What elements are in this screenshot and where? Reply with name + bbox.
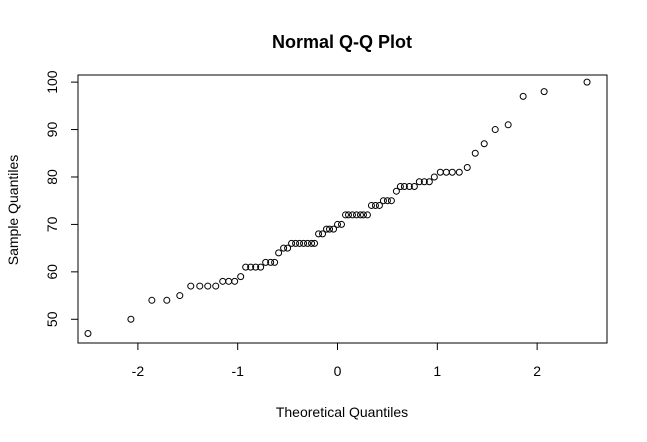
- data-point: [491, 126, 499, 134]
- x-tick-label: -1: [231, 363, 244, 379]
- data-point: [396, 182, 404, 190]
- data-point: [300, 239, 308, 247]
- data-point: [204, 282, 212, 290]
- data-point: [400, 182, 408, 190]
- data-point: [176, 292, 184, 300]
- data-point: [430, 173, 438, 181]
- data-point: [247, 263, 255, 271]
- data-point: [148, 296, 156, 304]
- data-point: [356, 211, 364, 219]
- y-axis-label: Sample Quantiles: [5, 155, 21, 266]
- data-point: [225, 277, 233, 285]
- data-point: [405, 182, 413, 190]
- chart-title: Normal Q-Q Plot: [272, 32, 412, 52]
- x-tick-label: -2: [132, 363, 145, 379]
- data-point: [415, 178, 423, 186]
- x-axis-label: Theoretical Quantiles: [276, 404, 408, 420]
- data-point: [252, 263, 260, 271]
- data-point: [275, 249, 283, 257]
- data-point: [311, 239, 319, 247]
- data-point: [288, 239, 296, 247]
- data-point: [344, 211, 352, 219]
- data-point: [410, 182, 418, 190]
- data-point: [84, 330, 92, 338]
- data-point: [436, 168, 444, 176]
- data-point: [219, 277, 227, 285]
- data-point: [519, 92, 527, 100]
- data-point: [271, 258, 279, 266]
- y-axis: 50 60 70 80 90 100: [44, 70, 78, 327]
- data-point: [308, 239, 316, 247]
- data-point: [352, 211, 360, 219]
- data-point: [127, 315, 135, 323]
- data-point: [383, 197, 391, 205]
- data-point: [257, 263, 265, 271]
- data-point: [471, 149, 479, 157]
- data-point: [319, 230, 327, 238]
- data-point: [379, 197, 387, 205]
- data-point: [338, 220, 346, 228]
- data-point: [392, 187, 400, 195]
- data-point: [363, 211, 371, 219]
- data-point: [448, 168, 456, 176]
- y-tick-label: 60: [44, 264, 60, 280]
- data-point: [375, 201, 383, 209]
- data-point: [504, 121, 512, 129]
- data-point: [304, 239, 312, 247]
- data-point: [267, 258, 275, 266]
- data-point: [315, 230, 323, 238]
- data-point: [442, 168, 450, 176]
- x-tick-label: 0: [334, 363, 342, 379]
- data-point: [231, 277, 239, 285]
- data-point: [540, 88, 548, 96]
- data-points: [84, 78, 591, 338]
- data-point: [463, 163, 471, 171]
- data-point: [292, 239, 300, 247]
- data-point: [348, 211, 356, 219]
- data-point: [420, 178, 428, 186]
- data-point: [341, 211, 349, 219]
- data-point: [323, 225, 331, 233]
- y-tick-label: 70: [44, 216, 60, 232]
- y-tick-label: 90: [44, 122, 60, 138]
- data-point: [187, 282, 195, 290]
- data-point: [242, 263, 250, 271]
- data-point: [330, 225, 338, 233]
- data-point: [262, 258, 270, 266]
- data-point: [296, 239, 304, 247]
- x-axis: -2 -1 0 1 2: [132, 343, 541, 379]
- x-tick-label: 1: [433, 363, 441, 379]
- x-tick-label: 2: [533, 363, 541, 379]
- data-point: [326, 225, 334, 233]
- data-point: [455, 168, 463, 176]
- data-point: [334, 220, 342, 228]
- data-point: [163, 296, 171, 304]
- data-point: [196, 282, 204, 290]
- data-point: [480, 140, 488, 148]
- data-point: [367, 201, 375, 209]
- plot-frame: [77, 74, 608, 344]
- data-point: [280, 244, 288, 252]
- y-tick-label: 50: [44, 311, 60, 327]
- data-point: [237, 273, 245, 281]
- data-point: [387, 197, 395, 205]
- data-point: [583, 78, 591, 86]
- data-point: [371, 201, 379, 209]
- y-tick-label: 80: [44, 169, 60, 185]
- y-tick-label: 100: [44, 70, 60, 94]
- data-point: [212, 282, 220, 290]
- data-point: [425, 178, 433, 186]
- data-point: [359, 211, 367, 219]
- data-point: [284, 244, 292, 252]
